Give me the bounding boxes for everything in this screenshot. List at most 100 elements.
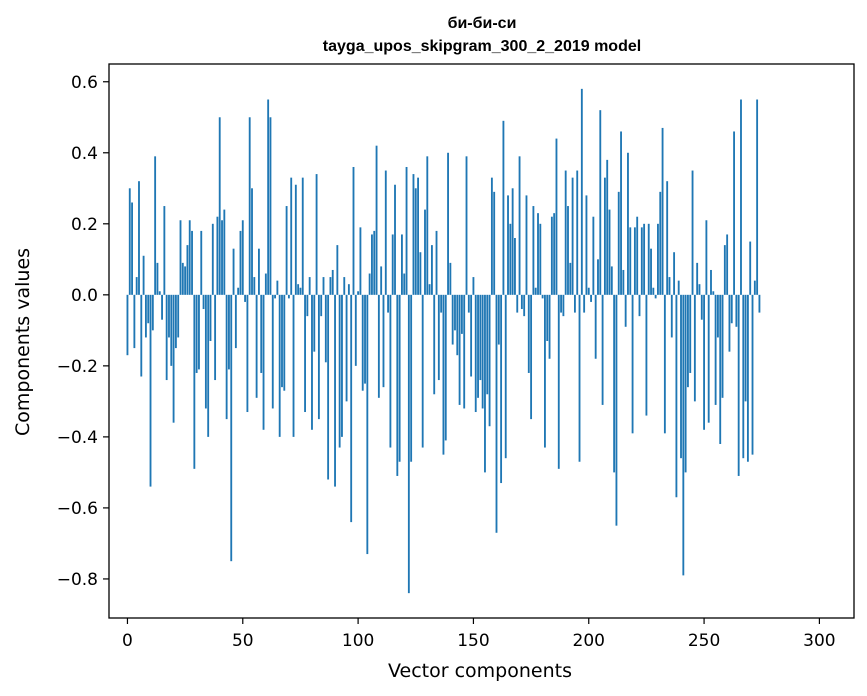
bar — [479, 294, 482, 381]
x-axis-label: Vector components — [388, 660, 572, 682]
y-tick-label: −0.6 — [57, 499, 98, 519]
bar — [580, 88, 583, 295]
bar — [527, 294, 530, 373]
bar — [493, 191, 496, 295]
x-axis-ticks: 0 50 100 150 200 250 300 — [122, 618, 836, 651]
bar — [599, 110, 602, 295]
bar — [403, 273, 406, 295]
bar — [458, 294, 461, 405]
bar — [163, 206, 166, 295]
bar — [371, 234, 373, 295]
bar — [758, 294, 761, 313]
bar — [592, 216, 595, 295]
bar — [156, 262, 159, 295]
bar — [228, 294, 230, 370]
bar — [347, 284, 350, 295]
bar — [668, 277, 671, 295]
bar — [253, 277, 256, 295]
bar — [191, 230, 193, 295]
bar — [500, 294, 503, 484]
bar — [740, 99, 742, 295]
bar — [223, 209, 226, 295]
bar — [320, 294, 323, 317]
bars-group — [126, 88, 761, 594]
bar — [128, 188, 131, 295]
bar — [428, 284, 431, 295]
bar — [456, 294, 459, 356]
bar — [396, 294, 399, 476]
bar — [509, 223, 512, 295]
bar — [364, 294, 366, 384]
bar — [239, 230, 242, 295]
bar — [675, 294, 678, 498]
bar — [571, 177, 574, 295]
bar — [359, 227, 362, 295]
bar — [467, 294, 470, 313]
bar — [172, 294, 175, 423]
bar — [548, 294, 551, 359]
bar — [317, 294, 320, 420]
bar — [221, 220, 223, 295]
y-axis-ticks: −0.8 −0.6 −0.4 −0.2 0.0 0.2 0.4 0.6 — [57, 73, 109, 590]
bar — [248, 117, 251, 295]
x-tick-label: 150 — [457, 631, 489, 651]
bar — [292, 294, 295, 437]
bar — [290, 177, 293, 295]
bar — [440, 294, 443, 313]
bar — [216, 216, 219, 295]
bar — [449, 262, 452, 295]
bar — [334, 294, 336, 487]
bar — [200, 230, 203, 295]
bar — [322, 277, 325, 295]
bar — [640, 227, 643, 295]
bar — [327, 294, 330, 480]
bar — [735, 294, 738, 327]
bar — [165, 294, 168, 381]
bar — [271, 294, 274, 409]
bar — [587, 287, 590, 295]
bar — [209, 294, 212, 341]
bar — [179, 220, 182, 295]
bar — [311, 294, 313, 430]
bar — [244, 294, 247, 302]
bar — [472, 277, 475, 295]
x-tick-label: 0 — [122, 631, 133, 651]
bar — [567, 206, 569, 295]
bar — [756, 99, 759, 295]
bar — [368, 273, 371, 295]
bar — [691, 170, 694, 295]
bar — [465, 156, 468, 295]
bar — [274, 294, 276, 299]
bar — [744, 294, 747, 402]
bar — [650, 248, 652, 295]
bar — [433, 294, 436, 395]
bar — [481, 294, 484, 409]
bar — [523, 294, 526, 317]
bar — [712, 291, 715, 295]
bar — [168, 294, 170, 338]
bar — [569, 262, 572, 295]
bar — [414, 188, 417, 295]
bar — [643, 223, 646, 295]
bar — [716, 294, 719, 338]
x-tick-label: 50 — [232, 631, 254, 651]
bar — [680, 294, 682, 459]
bar — [154, 156, 157, 295]
bar — [657, 223, 659, 295]
bar — [315, 174, 318, 295]
bar — [131, 202, 133, 295]
bar — [174, 294, 177, 349]
bar — [486, 294, 489, 395]
bar — [507, 195, 509, 295]
bar — [331, 269, 334, 295]
bar — [550, 216, 553, 295]
bar — [594, 294, 597, 359]
bar — [645, 294, 648, 416]
bar — [426, 156, 429, 295]
bar — [149, 294, 152, 487]
bar — [181, 262, 184, 295]
bar — [687, 294, 689, 388]
bar — [260, 294, 263, 373]
bar — [401, 234, 403, 295]
bar — [514, 238, 516, 295]
